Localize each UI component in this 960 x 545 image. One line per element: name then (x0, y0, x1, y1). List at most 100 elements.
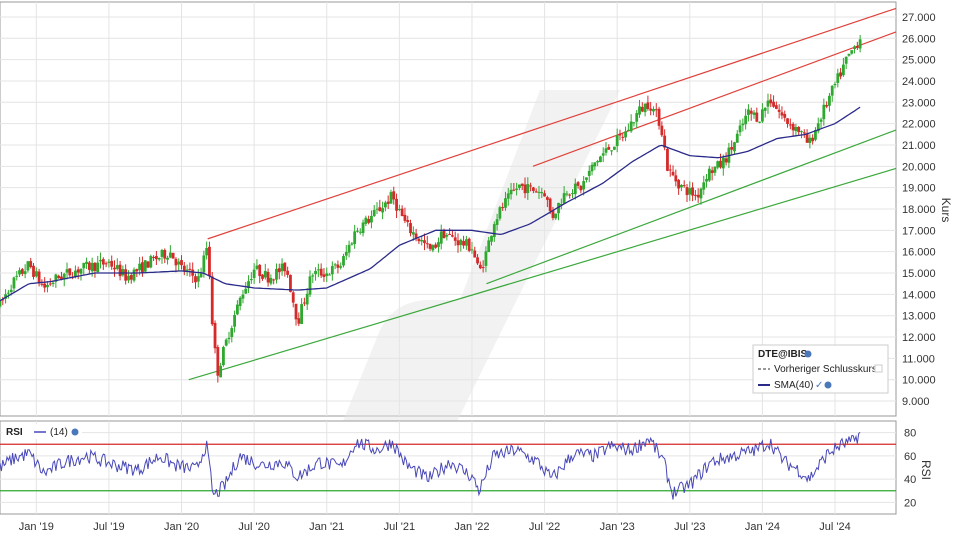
chart-legend[interactable]: DTE@IBIS Vorheriger Schlusskurs SMA(40) … (752, 344, 889, 394)
candle-body (342, 256, 345, 266)
candle-body (314, 270, 317, 275)
y-tick-label: 23.000 (902, 97, 936, 109)
candle-body (847, 53, 851, 56)
candle-body (741, 123, 745, 126)
x-tick-label: Jan '22 (454, 521, 489, 533)
rsi-axis-title: RSI (919, 460, 933, 480)
candle-body (37, 271, 41, 284)
legend-label-previous-close: Vorheriger Schlusskurs (774, 364, 877, 375)
candle-body (330, 266, 334, 275)
rsi-legend-period: (14) (50, 427, 68, 438)
candle-body (786, 118, 789, 124)
candle-body (696, 194, 700, 198)
x-tick-label: Jan '21 (309, 521, 344, 533)
candle-body (381, 208, 384, 213)
main-panel (0, 1, 897, 446)
candle-body (43, 283, 47, 288)
candle-body (478, 264, 482, 269)
candle-body (721, 157, 725, 169)
candle-body (590, 164, 594, 172)
y-tick-label: 24.000 (902, 76, 936, 88)
candle-body (48, 283, 52, 285)
candle-body (65, 269, 69, 273)
candle-body (46, 284, 49, 288)
candle-body (501, 207, 505, 209)
candle-body (328, 274, 331, 276)
candle-body (615, 135, 619, 147)
candle-body (305, 293, 309, 305)
candle-body (311, 275, 315, 277)
x-tick-label: Jan '20 (164, 521, 199, 533)
y-tick-label: 14.000 (902, 289, 936, 301)
candle-body (557, 202, 560, 214)
candle-body (420, 240, 424, 242)
candle-body (205, 247, 209, 256)
rsi-panel: RSI (14) (0, 420, 897, 515)
globe-icon[interactable] (824, 381, 832, 389)
candle-body (481, 267, 485, 269)
candle-body (518, 184, 521, 188)
y-tick-label: 15.000 (902, 268, 936, 280)
candle-body (141, 262, 144, 273)
candle-body (266, 271, 270, 283)
candle-body (649, 108, 653, 111)
candle-body (275, 268, 278, 280)
candle-body (568, 194, 572, 196)
candle-body (397, 209, 401, 211)
candle-body (90, 262, 94, 272)
candle-body (400, 208, 404, 217)
candle-body (621, 136, 625, 138)
candle-body (216, 347, 220, 376)
candle-body (87, 262, 91, 270)
candle-body (395, 198, 398, 211)
candle-body (808, 137, 812, 143)
candle-body (26, 261, 30, 271)
candle-body (171, 252, 175, 259)
globe-icon[interactable] (71, 428, 79, 436)
candle-body (82, 262, 86, 269)
rsi-tick-label: 60 (904, 451, 916, 463)
y-tick-label: 17.000 (902, 225, 936, 237)
time-axis: Jan '19 Jul '19 Jan '20 Jul '20 Jan '21 Jul '… (19, 521, 851, 533)
rsi-legend[interactable]: RSI (14) (2, 424, 82, 439)
candle-body (40, 283, 44, 285)
candle-body (261, 274, 264, 279)
candle-body (780, 112, 784, 116)
candle-body (579, 185, 583, 191)
candle-body (836, 73, 840, 83)
candle-body (370, 216, 373, 223)
candle-body (166, 257, 169, 260)
candle-body (666, 148, 669, 171)
candle-body (353, 231, 357, 245)
candle-body (685, 187, 689, 196)
candle-body (163, 249, 167, 259)
candle-body (135, 269, 139, 272)
candle-body (76, 269, 80, 273)
candle-body (682, 185, 686, 187)
candle-body (378, 207, 382, 212)
candle-body (411, 232, 415, 235)
price-axis: 9.000 10.000 11.000 12.000 13.000 14.000 15.00… (902, 12, 936, 408)
legend-checkbox-previous-close[interactable] (874, 364, 883, 373)
y-tick-label: 12.000 (902, 332, 936, 344)
candle-body (699, 188, 703, 199)
candle-body (219, 365, 223, 378)
candle-body (157, 257, 161, 260)
candle-body (531, 187, 535, 191)
candle-body (154, 256, 158, 260)
candle-body (439, 231, 443, 244)
candle-body (509, 189, 513, 195)
globe-icon[interactable] (804, 350, 812, 358)
candle-body (442, 229, 446, 239)
candle-body (523, 184, 527, 194)
candle-body (386, 201, 390, 204)
candle-body (839, 72, 842, 77)
candle-body (194, 276, 197, 283)
candle-body (104, 263, 108, 265)
checkmark-icon[interactable]: ✓ (815, 380, 823, 391)
candle-body (344, 252, 348, 256)
candle-body (484, 251, 488, 266)
candle-body (118, 264, 122, 277)
candle-body (657, 108, 661, 126)
candle-body (99, 259, 102, 262)
